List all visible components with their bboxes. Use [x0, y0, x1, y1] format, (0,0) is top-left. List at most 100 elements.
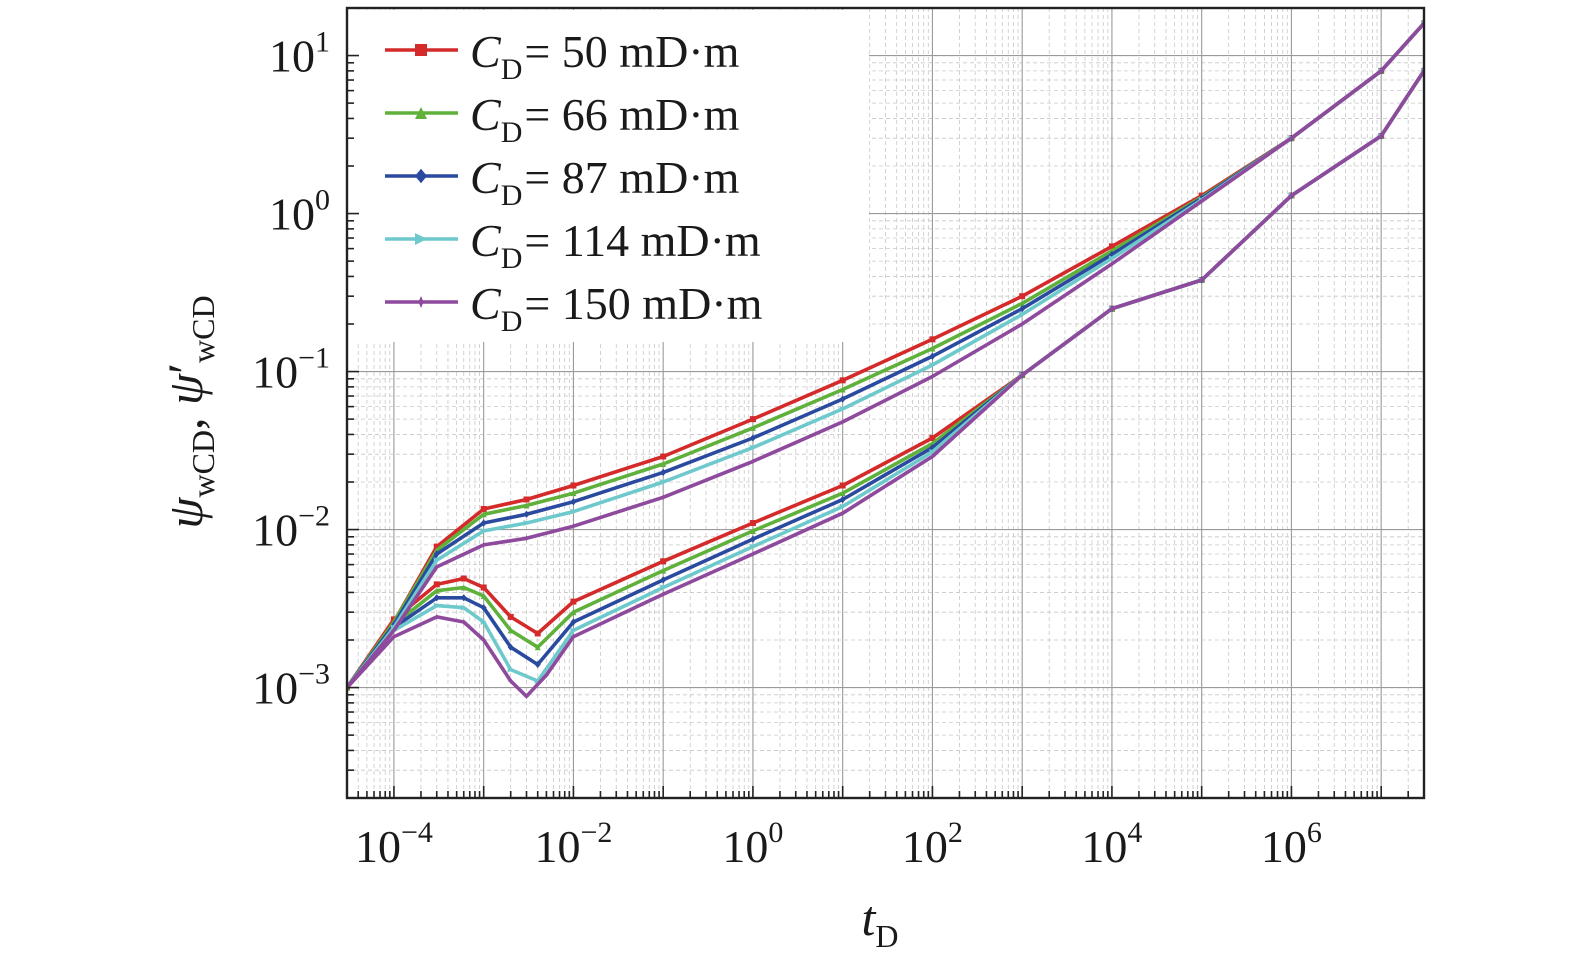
data-marker — [1019, 305, 1026, 313]
data-marker — [523, 502, 530, 509]
data-marker — [460, 575, 467, 582]
data-marker — [1019, 372, 1026, 379]
data-marker — [749, 527, 756, 534]
legend-label-sub: D — [501, 242, 523, 275]
x-tick-label: 102 — [902, 816, 963, 872]
x-tick-exponent: 2 — [948, 816, 963, 849]
data-marker — [523, 535, 530, 542]
x-axis-label-main: t — [861, 890, 876, 946]
data-marker — [507, 678, 514, 685]
x-tick-exponent: 4 — [1127, 816, 1142, 849]
data-marker — [480, 618, 487, 625]
x-tick-base: 10 — [722, 821, 768, 872]
legend-label-c: C — [470, 278, 502, 329]
data-marker — [570, 598, 577, 605]
x-tick-base: 10 — [1261, 821, 1307, 872]
legend-label-value: = 50 mD·m — [524, 26, 739, 77]
legend-label-value: = 87 mD·m — [524, 152, 739, 203]
x-tick-base: 10 — [534, 821, 580, 872]
data-marker — [660, 567, 667, 574]
legend-label: CD= 150 mD·m — [470, 278, 763, 338]
data-marker — [1288, 135, 1295, 142]
data-marker — [660, 494, 667, 501]
data-marker — [929, 352, 936, 360]
y-axis-label-psi: ψ — [157, 497, 213, 529]
data-marker — [433, 613, 440, 620]
data-marker — [433, 587, 440, 594]
legend-item-4: CD= 150 mD·m — [385, 278, 763, 338]
data-marker — [534, 678, 541, 685]
data-marker — [929, 434, 936, 441]
data-marker — [507, 643, 514, 651]
series-4-pressure-curve — [347, 20, 1424, 691]
data-marker — [523, 520, 530, 527]
series-layer — [347, 19, 1424, 700]
data-marker — [839, 418, 846, 425]
legend-item-0: CD= 50 mD·m — [385, 26, 740, 86]
data-marker — [929, 345, 936, 352]
data-marker — [1421, 67, 1424, 74]
y-axis-label-separator: , — [157, 405, 213, 430]
x-tick-label: 104 — [1081, 816, 1142, 872]
data-marker — [929, 336, 936, 343]
y-tick-base: 10 — [252, 505, 298, 556]
data-marker — [839, 482, 846, 489]
data-marker — [507, 627, 514, 634]
data-marker — [660, 558, 667, 565]
data-marker — [570, 490, 577, 497]
series-4-derivative-curve — [347, 67, 1424, 700]
data-marker — [1019, 293, 1026, 300]
data-marker — [839, 510, 846, 517]
data-marker — [1198, 276, 1205, 283]
data-marker — [570, 508, 577, 515]
data-marker — [390, 627, 397, 634]
data-marker — [460, 594, 467, 602]
x-tick-exponent: −2 — [580, 816, 612, 849]
data-marker — [1288, 192, 1295, 199]
data-marker — [543, 672, 550, 679]
y-axis-label-prime: ′ — [157, 363, 213, 374]
data-marker — [839, 377, 846, 384]
x-tick-base: 10 — [355, 821, 401, 872]
data-marker — [1378, 132, 1385, 139]
data-marker — [415, 233, 427, 245]
data-marker — [839, 405, 846, 412]
y-tick-label: 10−3 — [252, 658, 330, 714]
data-marker — [480, 604, 487, 612]
series-4-pressure-curve-line — [347, 21, 1424, 690]
y-tick-base: 10 — [252, 663, 298, 714]
data-marker — [1378, 67, 1385, 74]
x-tick-label: 100 — [722, 816, 783, 872]
x-tick-label: 10−4 — [355, 816, 433, 872]
data-marker — [929, 444, 936, 452]
data-marker — [415, 44, 427, 56]
legend-label-c: C — [470, 215, 502, 266]
data-marker — [433, 602, 440, 609]
data-marker — [415, 296, 427, 308]
data-marker — [570, 609, 577, 616]
legend-label-c: C — [470, 152, 502, 203]
data-marker — [433, 543, 440, 550]
data-marker — [480, 592, 487, 599]
data-marker — [433, 550, 440, 558]
x-axis-label: tD — [861, 890, 898, 954]
legend: CD= 50 mD·mCD= 66 mD·mCD= 87 mD·mCD= 114… — [385, 26, 763, 338]
legend-label-sub: D — [501, 53, 523, 86]
data-marker — [523, 496, 530, 503]
data-marker — [749, 520, 756, 527]
data-marker — [523, 510, 530, 518]
x-tick-labels: 10−4 10−2 100 102 104 106 — [355, 816, 1322, 872]
data-marker — [749, 416, 756, 423]
data-marker — [929, 453, 936, 460]
x-tick-base: 10 — [902, 821, 948, 872]
axis-ticks — [346, 7, 1425, 799]
legend-item-2: CD= 87 mD·m — [385, 152, 740, 212]
data-marker — [1108, 243, 1115, 250]
data-marker — [749, 551, 756, 558]
legend-label-value: = 114 mD·m — [524, 215, 761, 266]
data-marker — [1108, 260, 1115, 267]
data-marker — [749, 458, 756, 465]
data-marker — [570, 627, 577, 634]
data-marker — [390, 633, 397, 640]
